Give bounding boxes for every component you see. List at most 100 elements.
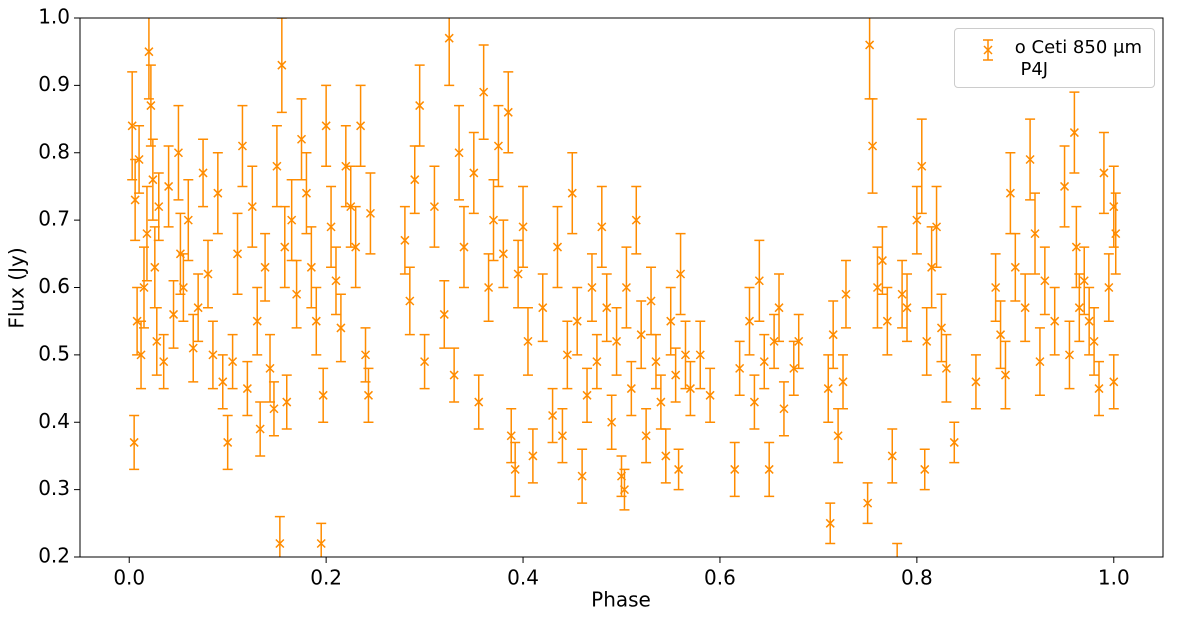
- marker: [154, 202, 164, 212]
- marker: [922, 336, 932, 346]
- marker: [941, 363, 951, 373]
- marker: [218, 377, 228, 387]
- marker: [280, 242, 290, 252]
- marker: [730, 464, 740, 474]
- marker: [587, 282, 597, 293]
- x-tick-label: 1.0: [1098, 566, 1130, 590]
- marker: [415, 101, 425, 111]
- marker: [626, 384, 636, 394]
- x-axis-label: Phase: [591, 588, 651, 612]
- marker: [360, 350, 371, 360]
- marker: [228, 357, 238, 367]
- marker: [1030, 229, 1040, 239]
- marker: [917, 161, 927, 171]
- marker: [208, 350, 218, 360]
- marker: [269, 404, 279, 414]
- marker: [897, 289, 907, 299]
- marker: [282, 397, 292, 407]
- marker: [144, 47, 154, 57]
- marker: [316, 538, 326, 549]
- plot-area: [127, 18, 1121, 557]
- marker: [188, 343, 198, 353]
- error-bar: [892, 542, 903, 557]
- marker: [127, 121, 137, 131]
- marker: [405, 296, 415, 306]
- marker: [636, 330, 646, 340]
- marker: [744, 316, 755, 326]
- marker: [646, 296, 656, 306]
- marker: [356, 121, 366, 131]
- x-tick-label: 0.2: [310, 566, 342, 590]
- marker: [1020, 303, 1030, 313]
- marker: [912, 215, 922, 225]
- marker: [351, 242, 361, 252]
- y-tick-label: 0.4: [38, 409, 70, 433]
- marker: [493, 141, 503, 151]
- y-axis-label: Flux (Jy): [5, 247, 29, 328]
- marker: [651, 357, 661, 367]
- legend-swatch-marker: [983, 45, 993, 55]
- marker: [444, 33, 454, 43]
- marker: [1104, 282, 1114, 293]
- marker: [488, 215, 499, 225]
- marker: [193, 303, 203, 313]
- marker: [1089, 336, 1099, 346]
- marker: [1064, 350, 1075, 360]
- marker: [872, 282, 883, 293]
- x-tick-label: 0.8: [901, 566, 933, 590]
- marker: [949, 437, 959, 447]
- marker: [567, 188, 577, 198]
- marker: [139, 282, 149, 293]
- marker: [877, 256, 887, 266]
- marker: [528, 451, 538, 461]
- marker: [538, 303, 548, 313]
- marker: [1071, 242, 1081, 252]
- marker: [429, 202, 439, 212]
- marker: [1025, 154, 1035, 165]
- marker: [518, 222, 528, 232]
- y-tick-label: 0.3: [38, 476, 70, 500]
- marker: [275, 538, 285, 549]
- marker: [148, 175, 158, 185]
- marker: [582, 390, 592, 400]
- marker: [825, 518, 835, 528]
- marker: [318, 390, 328, 400]
- marker: [301, 188, 311, 198]
- marker: [363, 390, 374, 400]
- marker: [252, 316, 262, 326]
- marker: [671, 370, 681, 380]
- legend-swatch: [982, 39, 993, 61]
- marker: [503, 107, 513, 117]
- marker: [666, 316, 676, 326]
- marker: [1079, 276, 1089, 286]
- marker: [164, 181, 174, 191]
- marker: [321, 121, 331, 131]
- marker: [1040, 276, 1050, 286]
- marker: [498, 249, 508, 259]
- marker: [779, 404, 789, 414]
- marker: [920, 464, 930, 474]
- marker: [1099, 168, 1109, 178]
- marker: [656, 397, 666, 407]
- marker: [562, 350, 572, 360]
- marker: [183, 215, 193, 225]
- marker: [602, 303, 612, 313]
- marker: [887, 451, 897, 461]
- marker: [1069, 128, 1079, 138]
- y-tick-label: 0.6: [38, 274, 70, 298]
- y-tick-label: 0.2: [38, 544, 70, 568]
- marker: [237, 141, 247, 151]
- marker: [292, 289, 302, 299]
- marker: [277, 60, 287, 70]
- marker: [213, 188, 223, 198]
- marker: [400, 235, 410, 245]
- marker: [661, 451, 671, 461]
- marker: [705, 390, 715, 400]
- legend-label: o Ceti 850 μm P4J: [1014, 37, 1142, 80]
- marker: [479, 87, 489, 97]
- marker: [255, 424, 265, 434]
- marker: [868, 141, 878, 151]
- marker: [1000, 370, 1011, 380]
